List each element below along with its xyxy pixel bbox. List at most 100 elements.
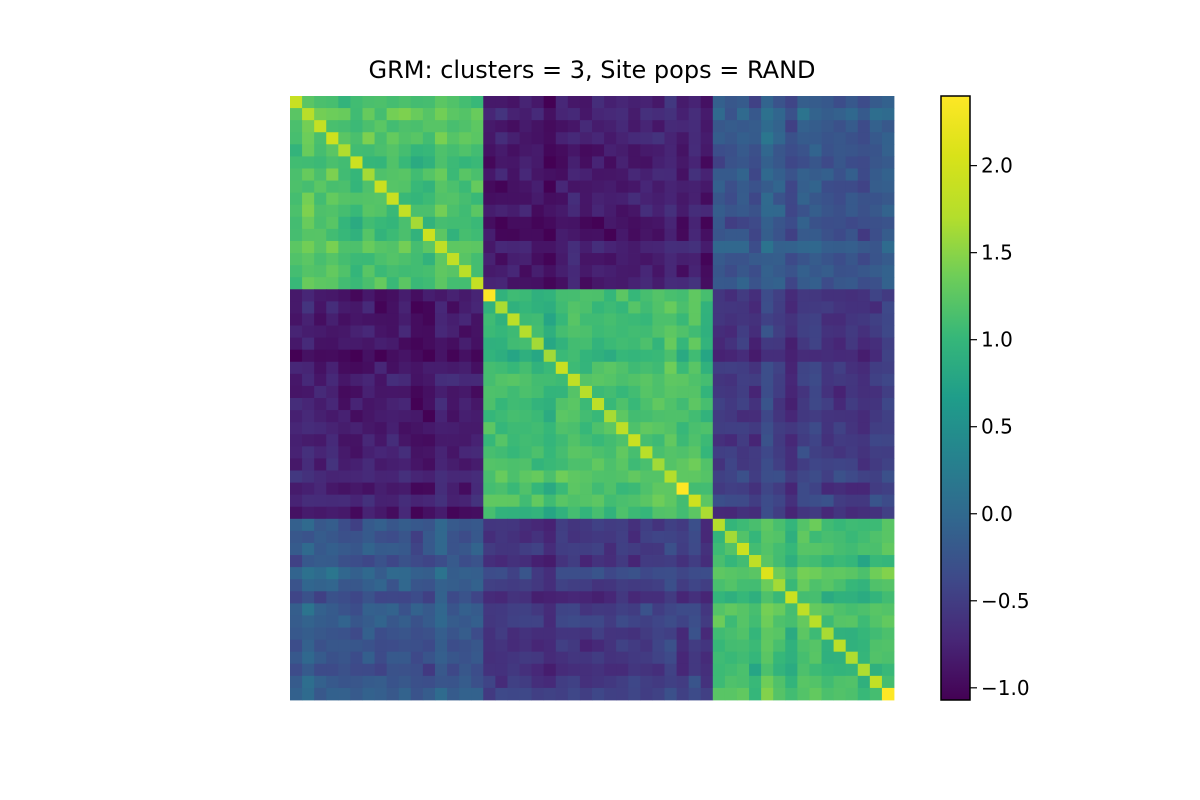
heatmap-cell xyxy=(555,180,569,194)
heatmap-cell xyxy=(543,168,557,181)
heatmap-cell xyxy=(543,651,557,665)
heatmap-cell xyxy=(652,96,665,109)
heatmap-cell xyxy=(797,216,810,230)
heatmap-cell xyxy=(821,555,834,568)
heatmap-cell xyxy=(567,228,581,242)
heatmap-cell xyxy=(326,96,339,109)
heatmap-cell xyxy=(350,687,363,701)
heatmap-cell xyxy=(290,204,303,218)
heatmap-cell xyxy=(314,313,327,326)
heatmap-cell xyxy=(652,240,665,254)
heatmap-cell xyxy=(700,603,714,616)
heatmap-cell xyxy=(290,337,303,351)
heatmap-cell xyxy=(531,567,545,580)
heatmap-cell xyxy=(785,663,798,677)
heatmap-cell xyxy=(483,228,496,242)
heatmap-cell xyxy=(374,144,388,157)
heatmap-cell xyxy=(676,482,690,496)
heatmap-cell xyxy=(459,579,472,592)
heatmap-cell xyxy=(519,434,532,447)
heatmap-cell xyxy=(604,398,617,411)
heatmap-cell xyxy=(664,96,677,109)
heatmap-cell xyxy=(857,627,871,640)
heatmap-cell xyxy=(664,410,677,423)
heatmap-cell xyxy=(459,277,472,290)
heatmap-cell xyxy=(652,132,665,145)
heatmap-cell xyxy=(640,156,653,169)
heatmap-cell xyxy=(761,446,774,459)
heatmap-cell xyxy=(495,639,508,653)
heatmap-cell xyxy=(338,518,351,532)
heatmap-cell xyxy=(422,482,436,496)
heatmap-cell xyxy=(749,349,762,363)
heatmap-cell xyxy=(700,398,714,411)
heatmap-cell xyxy=(314,325,327,338)
heatmap-cell xyxy=(809,434,822,447)
heatmap-cell xyxy=(386,603,400,616)
heatmap-cell xyxy=(664,639,677,653)
heatmap-cell xyxy=(434,675,448,689)
heatmap-cell xyxy=(592,494,605,508)
heatmap-cell xyxy=(845,494,859,508)
heatmap-cell xyxy=(604,555,617,568)
heatmap-cell xyxy=(700,639,714,653)
heatmap-cell xyxy=(833,579,847,592)
heatmap-cell xyxy=(640,567,653,580)
heatmap-cell xyxy=(749,228,762,242)
heatmap-cell xyxy=(410,361,424,375)
heatmap-cell xyxy=(773,458,786,471)
heatmap-cell xyxy=(567,675,581,689)
heatmap-cell xyxy=(724,289,738,302)
heatmap-cell xyxy=(712,277,726,290)
heatmap-cell xyxy=(652,615,665,628)
heatmap-cell xyxy=(821,373,834,387)
heatmap-cell xyxy=(881,422,895,435)
heatmap-cell xyxy=(749,216,762,230)
heatmap-cell xyxy=(688,120,702,133)
heatmap-cell xyxy=(290,615,303,628)
heatmap-cell xyxy=(821,120,834,133)
heatmap-cell xyxy=(676,446,690,459)
heatmap-cell xyxy=(616,555,629,568)
heatmap-cell xyxy=(326,180,339,194)
heatmap-cell xyxy=(302,240,315,254)
heatmap-cell xyxy=(640,132,653,145)
heatmap-cell xyxy=(374,675,388,689)
heatmap-cell xyxy=(761,253,774,266)
heatmap-cell xyxy=(797,458,810,471)
heatmap-cell xyxy=(604,639,617,653)
heatmap-cell xyxy=(567,301,581,314)
heatmap-cell xyxy=(398,591,412,604)
heatmap-cell xyxy=(809,349,822,363)
heatmap-cell xyxy=(821,313,834,326)
heatmap-cell xyxy=(592,651,605,665)
heatmap-cell xyxy=(809,168,822,181)
heatmap-cell xyxy=(833,663,847,677)
heatmap-cell xyxy=(422,651,436,665)
heatmap-cell xyxy=(579,349,593,363)
heatmap-cell xyxy=(881,567,895,580)
heatmap-cell xyxy=(761,518,774,532)
heatmap-cell xyxy=(809,542,822,556)
heatmap-cell xyxy=(869,591,883,604)
heatmap-cell xyxy=(881,518,895,532)
heatmap-cell xyxy=(350,422,363,435)
heatmap-cell xyxy=(290,216,303,230)
heatmap-cell xyxy=(724,156,738,169)
heatmap-cell xyxy=(507,277,520,290)
heatmap-cell xyxy=(531,216,545,230)
heatmap-cell xyxy=(688,228,702,242)
heatmap-cell xyxy=(567,482,581,496)
heatmap-cell xyxy=(628,591,641,604)
heatmap-cell xyxy=(507,410,520,423)
heatmap-cell xyxy=(857,289,871,302)
heatmap-cell xyxy=(749,120,762,133)
heatmap-cell xyxy=(447,542,460,556)
heatmap-cell xyxy=(664,422,677,435)
heatmap-cell xyxy=(543,627,557,640)
heatmap-cell xyxy=(410,458,424,471)
heatmap-cell xyxy=(676,627,690,640)
heatmap-cell xyxy=(447,410,460,423)
heatmap-cell xyxy=(422,192,436,206)
heatmap-cell xyxy=(386,494,400,508)
